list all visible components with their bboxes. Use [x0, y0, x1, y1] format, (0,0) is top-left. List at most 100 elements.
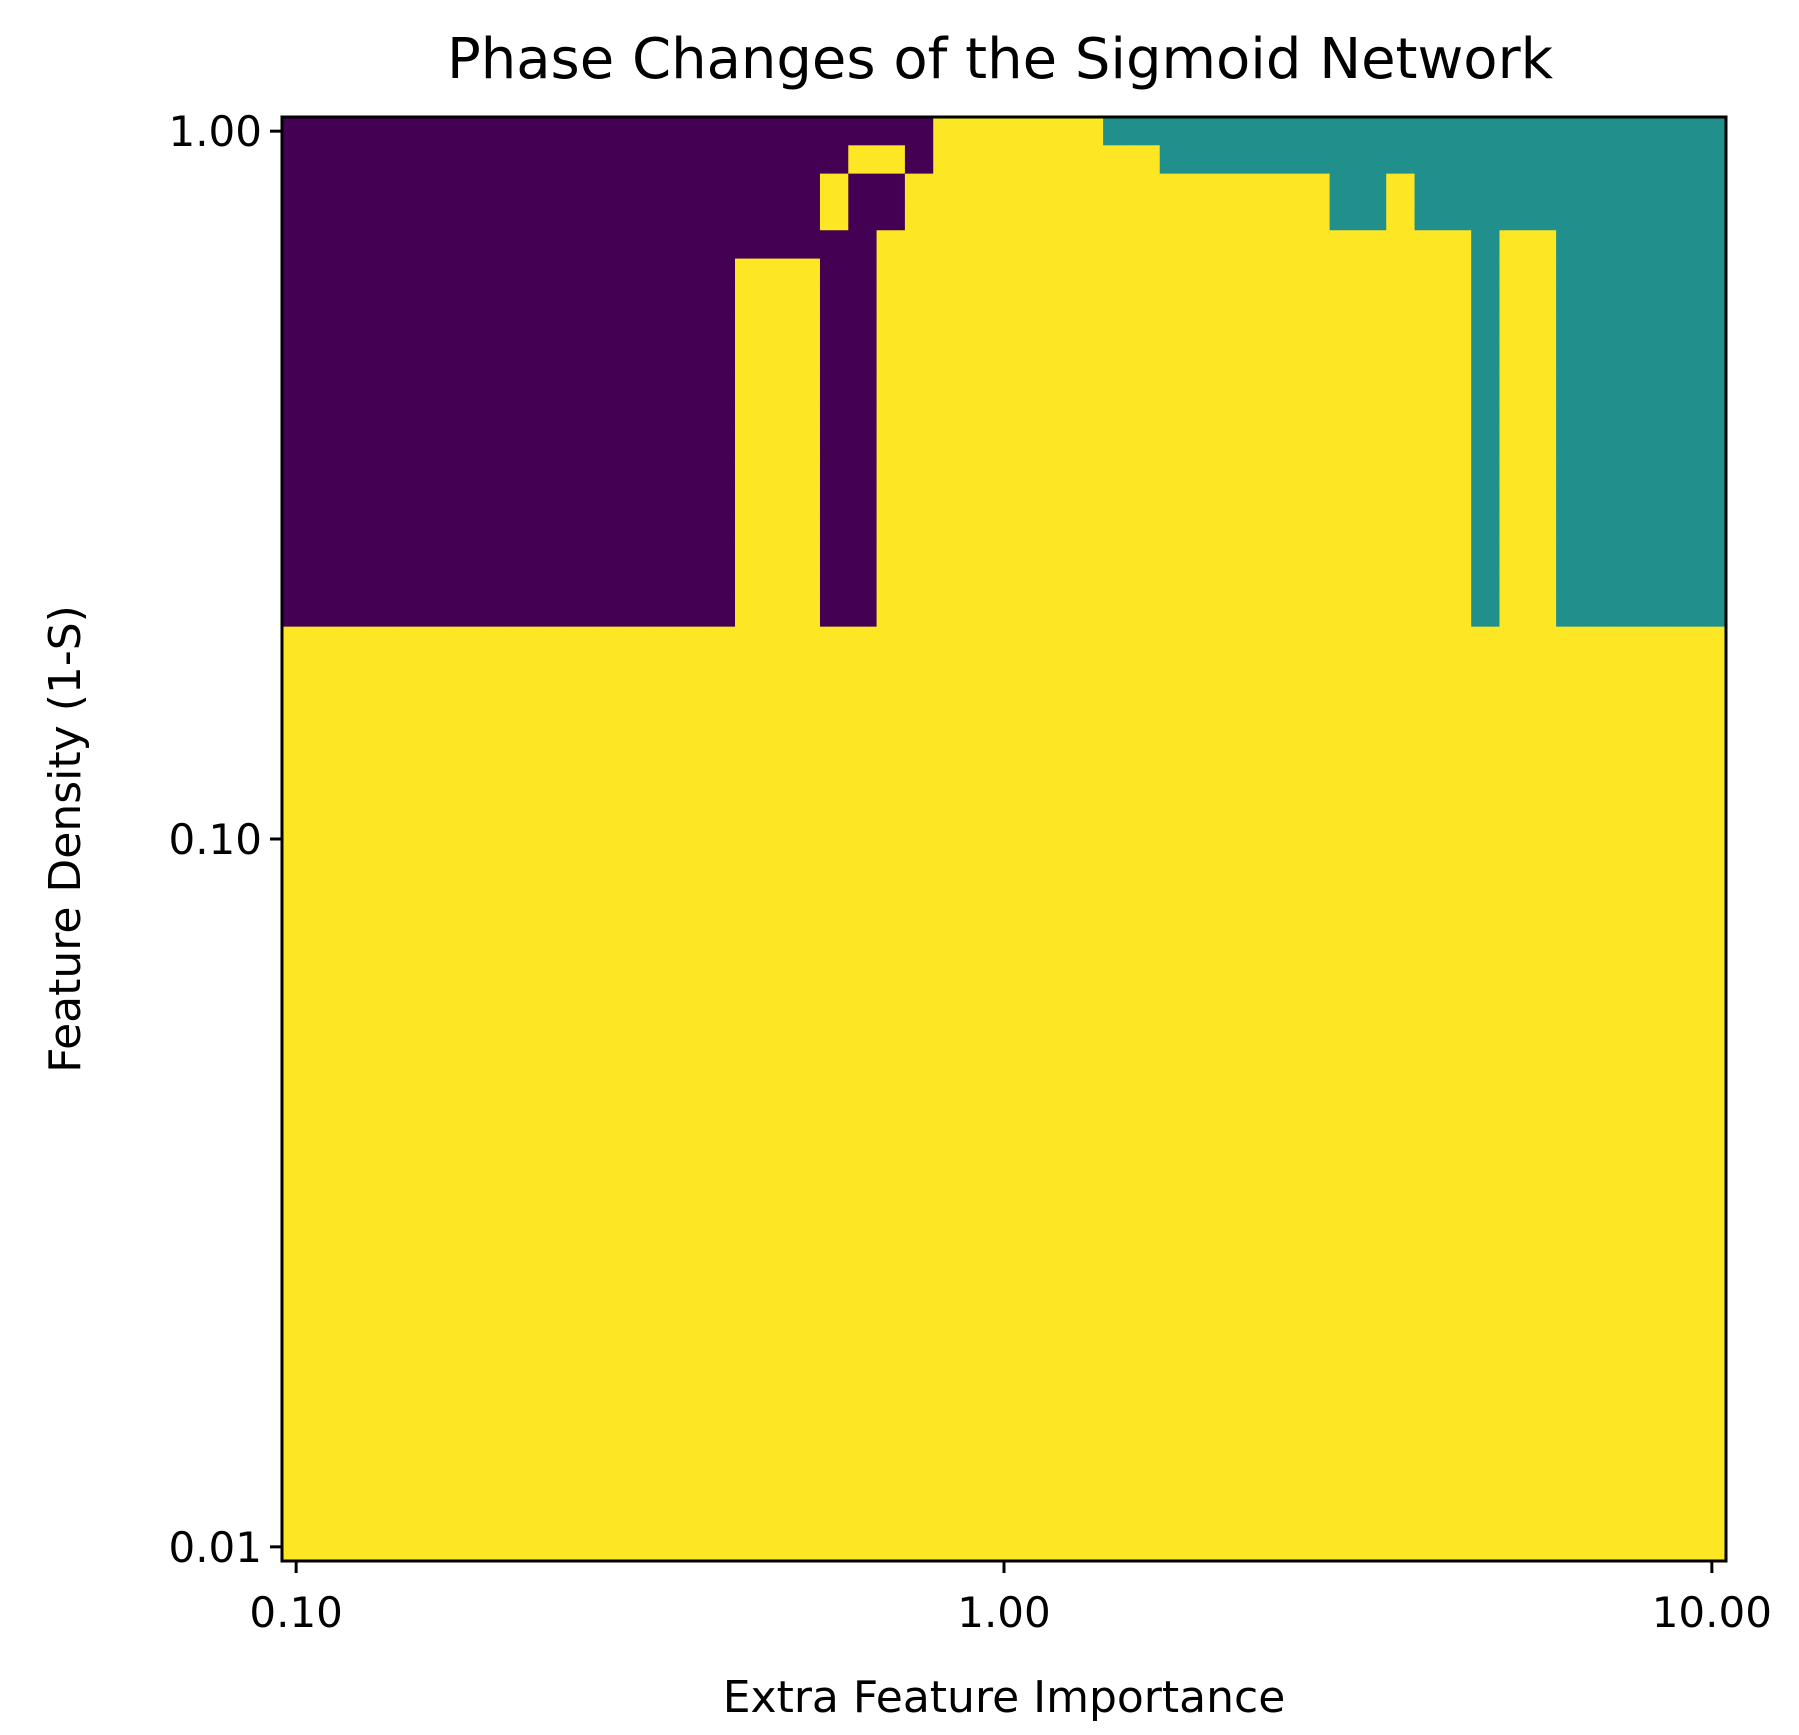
heatmap-cell — [1103, 1419, 1133, 1449]
heatmap-cell — [480, 1164, 510, 1194]
heatmap-cell — [310, 683, 340, 713]
heatmap-cell — [395, 598, 425, 628]
heatmap-cell — [1188, 541, 1217, 571]
heatmap-cell — [1499, 145, 1529, 175]
heatmap-cell — [338, 1391, 368, 1421]
heatmap-cell — [1301, 428, 1331, 458]
heatmap-cell — [1527, 201, 1557, 231]
heatmap-cell — [395, 1277, 425, 1307]
heatmap-cell — [565, 881, 595, 911]
heatmap-cell — [1046, 796, 1076, 826]
heatmap-cell — [1527, 513, 1557, 543]
heatmap-cell — [366, 1334, 396, 1364]
heatmap-cell — [989, 1164, 1019, 1194]
heatmap-cell — [1612, 966, 1642, 996]
heatmap-cell — [366, 654, 396, 684]
heatmap-cell — [1669, 824, 1699, 854]
heatmap-cell — [819, 796, 849, 826]
heatmap-cell — [282, 1419, 311, 1449]
heatmap-cell — [735, 1277, 764, 1307]
heatmap-cell — [621, 1504, 651, 1534]
heatmap-cell — [791, 1362, 821, 1392]
heatmap-cell — [593, 485, 623, 514]
heatmap-cell — [1301, 909, 1331, 939]
heatmap-cell — [819, 626, 849, 656]
heatmap-cell — [1556, 1306, 1586, 1336]
heatmap-cell — [1272, 201, 1302, 231]
heatmap-cell — [1103, 626, 1133, 656]
heatmap-cell — [310, 570, 340, 599]
heatmap-cell — [735, 626, 764, 656]
heatmap-cell — [1074, 1334, 1104, 1364]
heatmap-cell — [961, 1023, 991, 1052]
heatmap-cell — [395, 1391, 425, 1421]
heatmap-cell — [1414, 1277, 1444, 1307]
heatmap-cell — [1414, 173, 1444, 203]
heatmap-cell — [763, 541, 793, 571]
heatmap-cell — [1357, 456, 1387, 486]
heatmap-cell — [593, 428, 623, 458]
heatmap-cell — [1556, 485, 1586, 514]
heatmap-cell — [1074, 1051, 1104, 1081]
heatmap-cell — [1188, 201, 1217, 231]
heatmap-cell — [593, 796, 623, 826]
heatmap-cell — [650, 1447, 679, 1477]
heatmap-cell — [989, 1051, 1019, 1081]
heatmap-cell — [1046, 258, 1076, 288]
heatmap-cell — [1159, 824, 1189, 854]
heatmap-cell — [1103, 400, 1133, 430]
heatmap-cell — [1244, 371, 1274, 401]
heatmap-cell — [366, 1136, 396, 1166]
heatmap-cell — [904, 711, 934, 741]
heatmap-cell — [395, 881, 425, 911]
heatmap-cell — [848, 1023, 878, 1052]
heatmap-cell — [1018, 371, 1048, 401]
heatmap-cell — [451, 145, 481, 175]
heatmap-cell — [1188, 768, 1217, 798]
heatmap-cell — [848, 711, 878, 741]
heatmap-cell — [536, 1277, 566, 1307]
heatmap-cell — [1188, 173, 1217, 203]
heatmap-cell — [678, 1391, 708, 1421]
heatmap-cell — [678, 1079, 708, 1109]
heatmap-cell — [1471, 1391, 1501, 1421]
heatmap-cell — [1471, 994, 1501, 1024]
heatmap-cell — [735, 853, 764, 883]
heatmap-cell — [961, 1051, 991, 1081]
heatmap-cell — [1471, 570, 1501, 599]
heatmap-cell — [876, 201, 906, 231]
heatmap-cell — [1471, 1277, 1501, 1307]
heatmap-cell — [1669, 230, 1699, 260]
heatmap-cell — [1471, 1447, 1501, 1477]
heatmap-cell — [338, 1051, 368, 1081]
heatmap-cell — [621, 371, 651, 401]
heatmap-cell — [961, 938, 991, 968]
heatmap-cell — [1074, 626, 1104, 656]
heatmap-cell — [763, 1476, 793, 1505]
heatmap-cell — [1216, 343, 1246, 373]
heatmap-cell — [848, 541, 878, 571]
heatmap-cell — [366, 739, 396, 769]
heatmap-cell — [1556, 1164, 1586, 1194]
heatmap-cell — [1612, 1079, 1642, 1109]
heatmap-cell — [366, 1391, 396, 1421]
heatmap-cell — [536, 1051, 566, 1081]
heatmap-cell — [1188, 400, 1217, 430]
heatmap-cell — [1697, 570, 1727, 599]
heatmap-cell — [1216, 1504, 1246, 1534]
heatmap-cell — [1216, 173, 1246, 203]
heatmap-cell — [1216, 1362, 1246, 1392]
heatmap-cell — [1669, 1051, 1699, 1081]
heatmap-cell — [366, 1051, 396, 1081]
heatmap-cell — [735, 966, 764, 996]
heatmap-cell — [1414, 258, 1444, 288]
heatmap-cell — [876, 1532, 906, 1562]
heatmap-cell — [536, 598, 566, 628]
heatmap-cell — [791, 1136, 821, 1166]
heatmap-cell — [565, 230, 595, 260]
x-tick-label: 10.00 — [1652, 1588, 1772, 1637]
heatmap-cell — [1188, 909, 1217, 939]
heatmap-cell — [536, 739, 566, 769]
heatmap-cell — [763, 1334, 793, 1364]
heatmap-cell — [706, 428, 736, 458]
